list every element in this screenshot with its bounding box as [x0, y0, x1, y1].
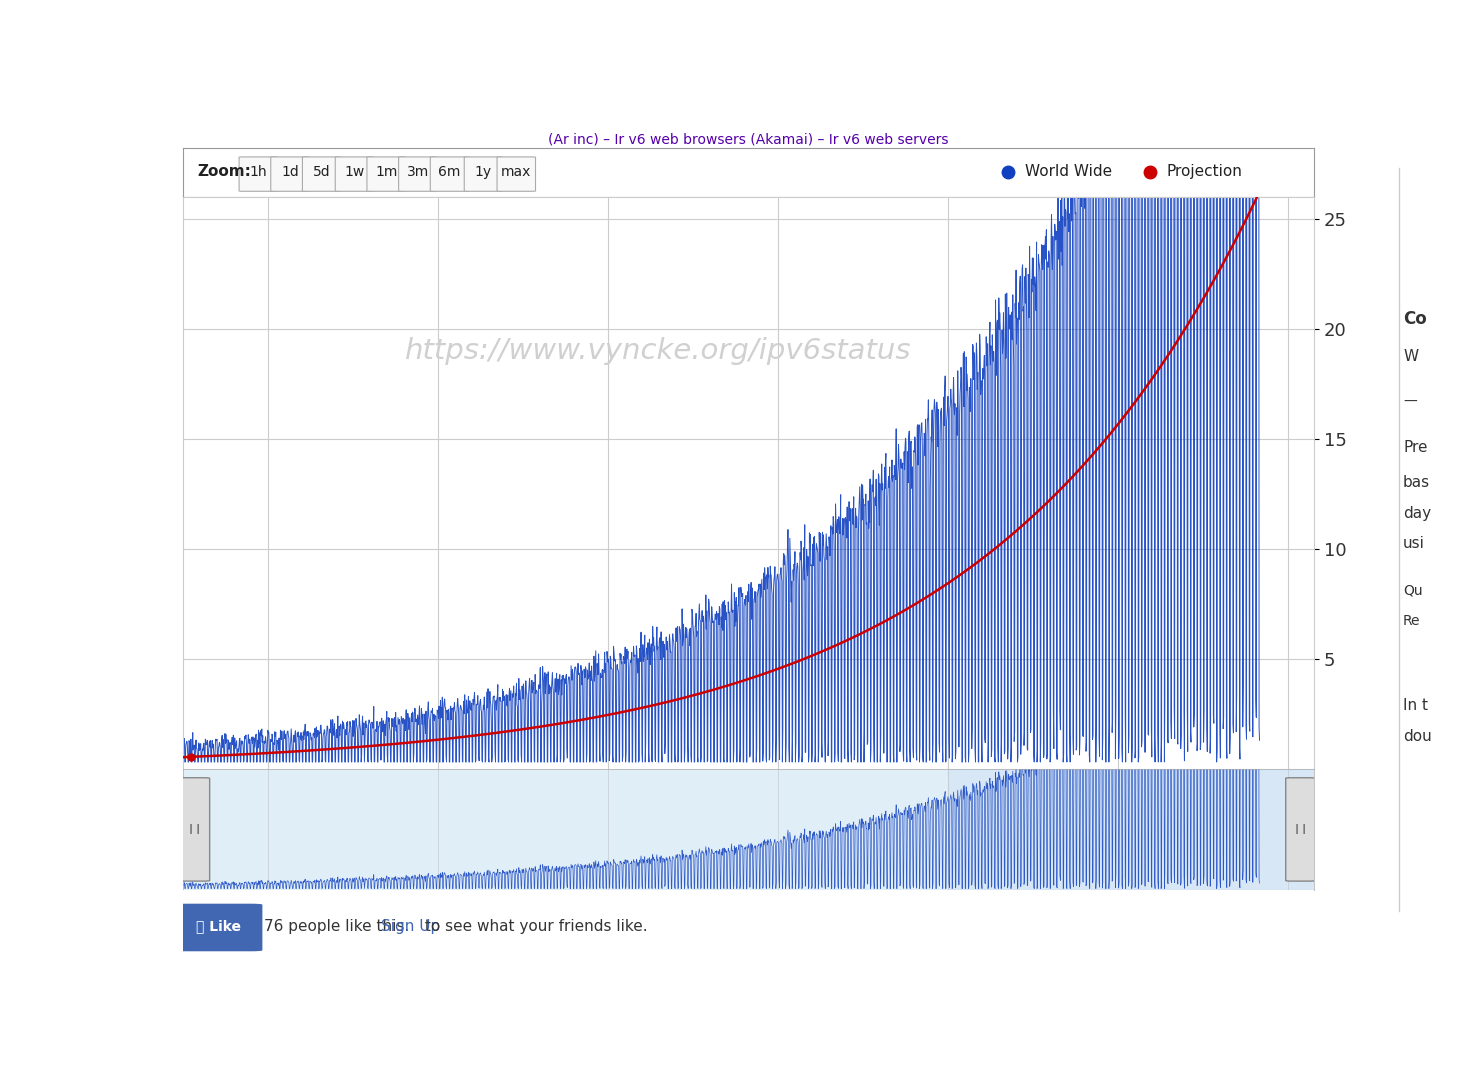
FancyBboxPatch shape [180, 777, 210, 881]
Text: Zoom:: Zoom: [197, 164, 251, 179]
Text: 1h: 1h [250, 165, 267, 179]
FancyBboxPatch shape [431, 157, 469, 191]
Text: 👍 Like: 👍 Like [196, 919, 241, 933]
FancyBboxPatch shape [1286, 777, 1315, 881]
Text: ❙❙: ❙❙ [187, 825, 203, 835]
Text: 5d: 5d [312, 165, 330, 179]
Bar [948, 769, 1314, 890]
Text: day: day [1403, 506, 1431, 521]
Text: max: max [501, 165, 531, 179]
FancyBboxPatch shape [177, 904, 261, 951]
Text: dou: dou [1403, 730, 1432, 745]
Text: 3m: 3m [407, 165, 429, 179]
Text: bas: bas [1403, 475, 1431, 490]
Text: 76 people like this.: 76 people like this. [264, 918, 415, 933]
Text: (Ar inc) – Ir v6 web browsers (Akamai) – Ir v6 web servers: (Ar inc) – Ir v6 web browsers (Akamai) –… [548, 132, 949, 146]
Text: Qu: Qu [1403, 584, 1422, 598]
Text: Re: Re [1403, 614, 1421, 628]
Text: 1w: 1w [345, 165, 365, 179]
FancyBboxPatch shape [399, 157, 437, 191]
Text: to see what your friends like.: to see what your friends like. [420, 918, 648, 933]
FancyBboxPatch shape [496, 157, 536, 191]
Text: —: — [1403, 395, 1416, 409]
FancyBboxPatch shape [239, 157, 277, 191]
Text: 1m: 1m [375, 165, 397, 179]
Text: Co: Co [1403, 310, 1426, 328]
Text: World Wide: World Wide [1025, 164, 1113, 179]
Text: Sign Up: Sign Up [381, 918, 439, 933]
Text: https://www.vyncke.org/ipv6status: https://www.vyncke.org/ipv6status [404, 337, 911, 365]
Text: In t: In t [1403, 698, 1428, 713]
FancyBboxPatch shape [366, 157, 406, 191]
FancyBboxPatch shape [464, 157, 502, 191]
Text: 1d: 1d [282, 165, 299, 179]
Text: Projection: Projection [1167, 164, 1242, 179]
FancyBboxPatch shape [336, 157, 374, 191]
FancyBboxPatch shape [270, 157, 310, 191]
Text: ❙❙: ❙❙ [1292, 825, 1308, 835]
Text: 6m: 6m [438, 165, 461, 179]
Text: Pre: Pre [1403, 440, 1428, 454]
Text: 1y: 1y [474, 165, 492, 179]
Text: usi: usi [1403, 537, 1425, 551]
FancyBboxPatch shape [302, 157, 342, 191]
Text: W: W [1403, 349, 1418, 364]
